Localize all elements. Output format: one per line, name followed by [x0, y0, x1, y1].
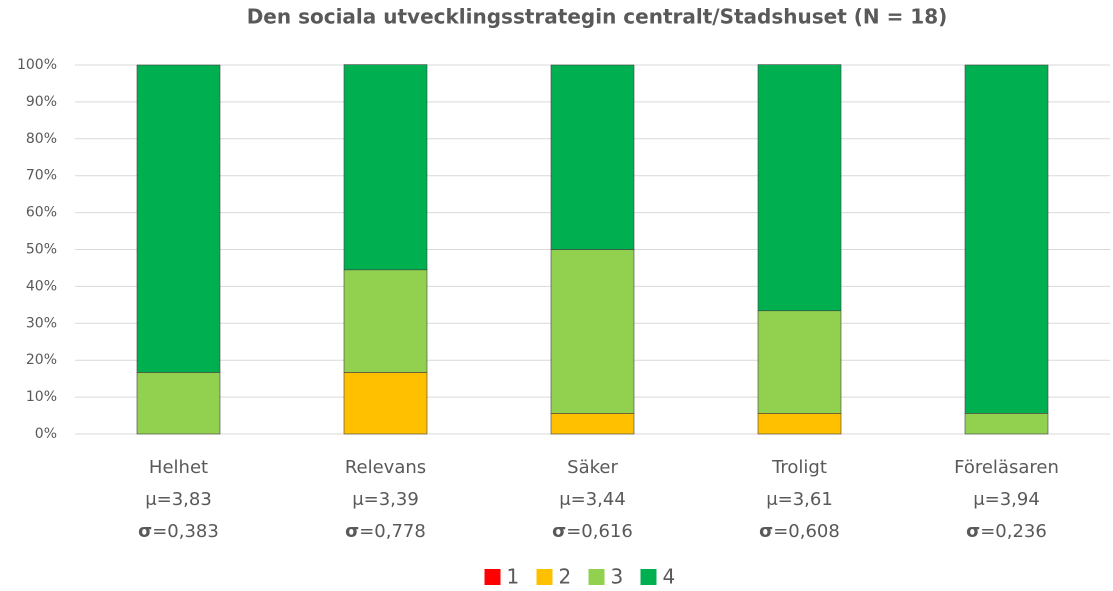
legend-swatch	[536, 569, 553, 585]
bar-segment	[343, 269, 428, 373]
y-tick-label: 50%	[26, 242, 57, 258]
y-tick-label: 40%	[26, 278, 57, 294]
mean-label: μ=3,83	[145, 489, 212, 510]
y-tick-label: 100%	[17, 57, 57, 73]
x-tick-label: Säker	[567, 457, 618, 478]
sd-label: σ=0,778	[345, 521, 426, 542]
chart-title: Den sociala utvecklingsstrategin central…	[247, 5, 948, 29]
legend-label: 2	[559, 565, 572, 589]
y-tick-label: 20%	[26, 352, 57, 368]
bar-segment	[964, 413, 1049, 435]
legend-label: 1	[507, 565, 520, 589]
y-tick-label: 70%	[26, 168, 57, 184]
bar-segment	[136, 372, 221, 435]
bar-segment	[550, 249, 635, 414]
y-tick-label: 60%	[26, 205, 57, 221]
mean-label: μ=3,94	[973, 489, 1040, 510]
sd-label: σ=0,616	[552, 521, 633, 542]
legend-swatch	[588, 569, 605, 585]
legend-label: 3	[611, 565, 624, 589]
mean-label: μ=3,44	[559, 489, 626, 510]
sd-label: σ=0,383	[138, 521, 219, 542]
bar-segment	[757, 413, 842, 435]
y-tick-label: 80%	[26, 131, 57, 147]
sd-label: σ=0,608	[759, 521, 840, 542]
bar-segment	[757, 64, 842, 312]
y-tick-label: 30%	[26, 315, 57, 331]
bar-segment	[757, 310, 842, 414]
mean-label: μ=3,39	[352, 489, 419, 510]
bar-segment	[550, 64, 635, 250]
bar-segment	[550, 413, 635, 435]
x-tick-label: Troligt	[771, 457, 827, 478]
mean-label: μ=3,61	[766, 489, 833, 510]
legend-swatch	[640, 569, 657, 585]
legend-swatch	[484, 569, 501, 585]
x-tick-label: Föreläsaren	[954, 457, 1059, 478]
y-tick-label: 0%	[35, 426, 57, 442]
legend-label: 4	[663, 565, 676, 589]
bar-segment	[964, 64, 1049, 414]
x-tick-label: Helhet	[149, 457, 208, 478]
bar-segment	[136, 64, 221, 373]
y-tick-label: 90%	[26, 94, 57, 110]
bar-segment	[343, 372, 428, 435]
x-tick-label: Relevans	[345, 457, 426, 478]
sd-label: σ=0,236	[966, 521, 1047, 542]
y-tick-label: 10%	[26, 389, 57, 405]
bar-segment	[343, 64, 428, 271]
